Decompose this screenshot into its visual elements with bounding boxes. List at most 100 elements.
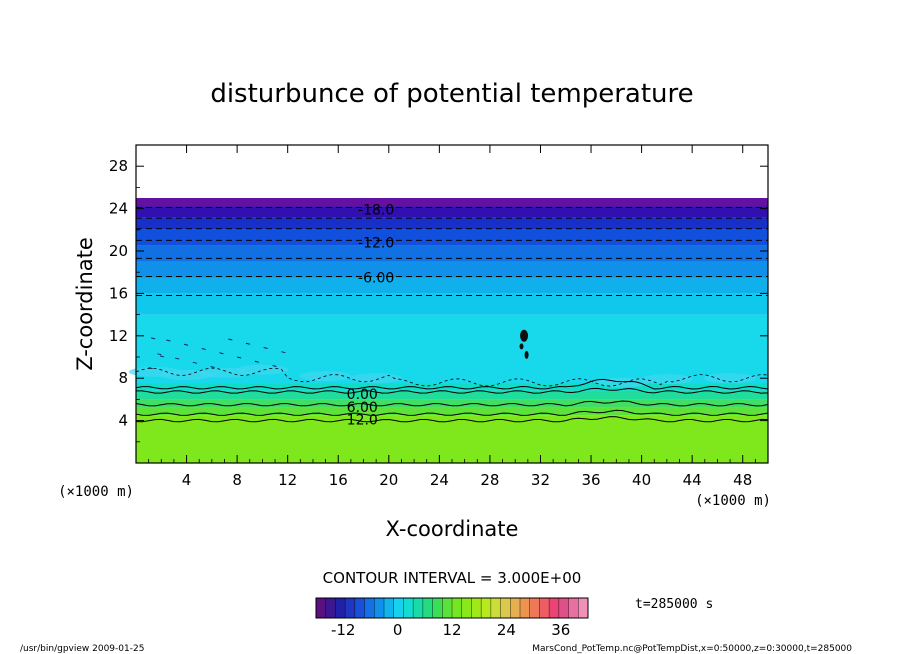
- plume-dash: [254, 360, 259, 363]
- colorbar-cell: [471, 598, 482, 618]
- colorbar-tick-label: 12: [442, 621, 461, 639]
- colorbar-ticks: -12 0 12 24 36: [331, 621, 570, 639]
- colorbar-cell: [558, 598, 569, 618]
- color-layers: [136, 198, 768, 463]
- footer-left: /usr/bin/gpview 2009-01-25: [20, 644, 144, 654]
- solid-contours: [135, 378, 769, 423]
- plume-dash: [272, 364, 277, 367]
- plume-blob: [596, 377, 649, 388]
- plume-dash: [281, 351, 286, 354]
- footer-right: MarsCond_PotTemp.nc@PotTempDist,x=0:5000…: [532, 644, 852, 654]
- plume-dash: [245, 342, 251, 345]
- x-axis-unit-right: (×1000 m): [695, 493, 771, 509]
- plume-dash: [263, 346, 268, 349]
- x-tick-label: 32: [531, 471, 550, 489]
- color-layer: [136, 390, 768, 400]
- plume-dash: [192, 361, 198, 364]
- colorbar-cell: [354, 598, 365, 618]
- x-tick-label: 24: [430, 471, 449, 489]
- colorbar-cell: [578, 598, 589, 618]
- colorbar-cell: [500, 598, 511, 618]
- colorbar-cell: [316, 598, 327, 618]
- contour-interval-text: CONTOUR INTERVAL = 3.000E+00: [323, 569, 582, 587]
- colorbar-cell: [393, 598, 404, 618]
- x-tick-label: 44: [683, 471, 702, 489]
- solid-contour: [135, 378, 769, 390]
- x-tick-label: 40: [632, 471, 651, 489]
- solid-contour: [135, 400, 769, 407]
- dashed-plume-contour: [135, 367, 769, 387]
- colorbar-cell: [422, 598, 433, 618]
- color-layer: [136, 245, 768, 262]
- colorbar-cell: [384, 598, 395, 618]
- colorbar-cell: [539, 598, 550, 618]
- plume-dash: [228, 338, 233, 341]
- plume-dash: [159, 355, 165, 358]
- y-tick-label: 20: [109, 242, 128, 260]
- x-tick-label: 20: [379, 471, 398, 489]
- color-layer: [136, 407, 768, 416]
- x-tick-label: 12: [278, 471, 297, 489]
- contour-label: -18.0: [358, 203, 394, 219]
- thermal-blob: [519, 343, 524, 350]
- plume-blob: [236, 364, 289, 375]
- x-tick-label: 4: [182, 471, 192, 489]
- thermal-blob: [520, 329, 529, 342]
- plume-dash: [219, 352, 224, 355]
- colorbar-cell: [549, 598, 560, 618]
- color-layer: [136, 399, 768, 408]
- x-tick-label: 36: [581, 471, 600, 489]
- plume-dash: [151, 337, 156, 340]
- color-layer: [136, 293, 768, 315]
- color-layer: [136, 206, 768, 218]
- colorbar-cell: [452, 598, 463, 618]
- colorbar-cell: [442, 598, 453, 618]
- plume-dash: [166, 339, 171, 342]
- y-tick-label: 8: [118, 369, 128, 387]
- colorbar-cell: [403, 598, 414, 618]
- y-tick-label: 16: [109, 284, 128, 302]
- colorbar-cell: [364, 598, 375, 618]
- colorbar-cell: [374, 598, 385, 618]
- plume-dash: [148, 367, 153, 370]
- y-axis-label: Z-coordinate: [73, 237, 97, 371]
- colorbar-cell: [529, 598, 540, 618]
- solid-contour: [135, 416, 769, 423]
- thermal-blob: [524, 350, 529, 359]
- colorbar-cell: [325, 598, 336, 618]
- colorbar-tick-label: 0: [393, 621, 403, 639]
- x-tick-label: 16: [329, 471, 348, 489]
- colorbar-cell: [335, 598, 346, 618]
- contour-label: -6.00: [358, 270, 394, 286]
- y-tick-label: 4: [118, 412, 128, 430]
- plume-dash: [175, 357, 180, 360]
- colorbar-cell: [481, 598, 492, 618]
- plume-dash: [183, 343, 189, 346]
- plume-dash: [236, 356, 242, 359]
- color-layer: [136, 415, 768, 463]
- x-axis-unit-left: (×1000 m): [58, 484, 134, 500]
- colorbar-cell: [490, 598, 501, 618]
- y-tick-label: 12: [109, 327, 128, 345]
- colorbar-cell: [461, 598, 472, 618]
- solid-contour: [136, 387, 769, 394]
- y-tick-label: 24: [109, 200, 128, 218]
- plume-blob: [640, 374, 693, 385]
- colorbar-cell: [345, 598, 356, 618]
- contour-label: -12.0: [358, 235, 394, 251]
- plume-dash: [201, 348, 206, 351]
- colorbar-frame: [315, 597, 589, 619]
- dashed-contours: [135, 207, 769, 387]
- color-layer: [136, 383, 768, 391]
- plume-blob: [704, 373, 757, 384]
- color-layer: [136, 229, 768, 246]
- time-label: t=285000 s: [635, 597, 713, 612]
- colorbar-cell: [413, 598, 424, 618]
- colorbar-tick-label: 24: [497, 621, 516, 639]
- colorbar-tick-label: 36: [551, 621, 570, 639]
- colorbar-cell: [432, 598, 443, 618]
- plume-dash: [210, 366, 215, 369]
